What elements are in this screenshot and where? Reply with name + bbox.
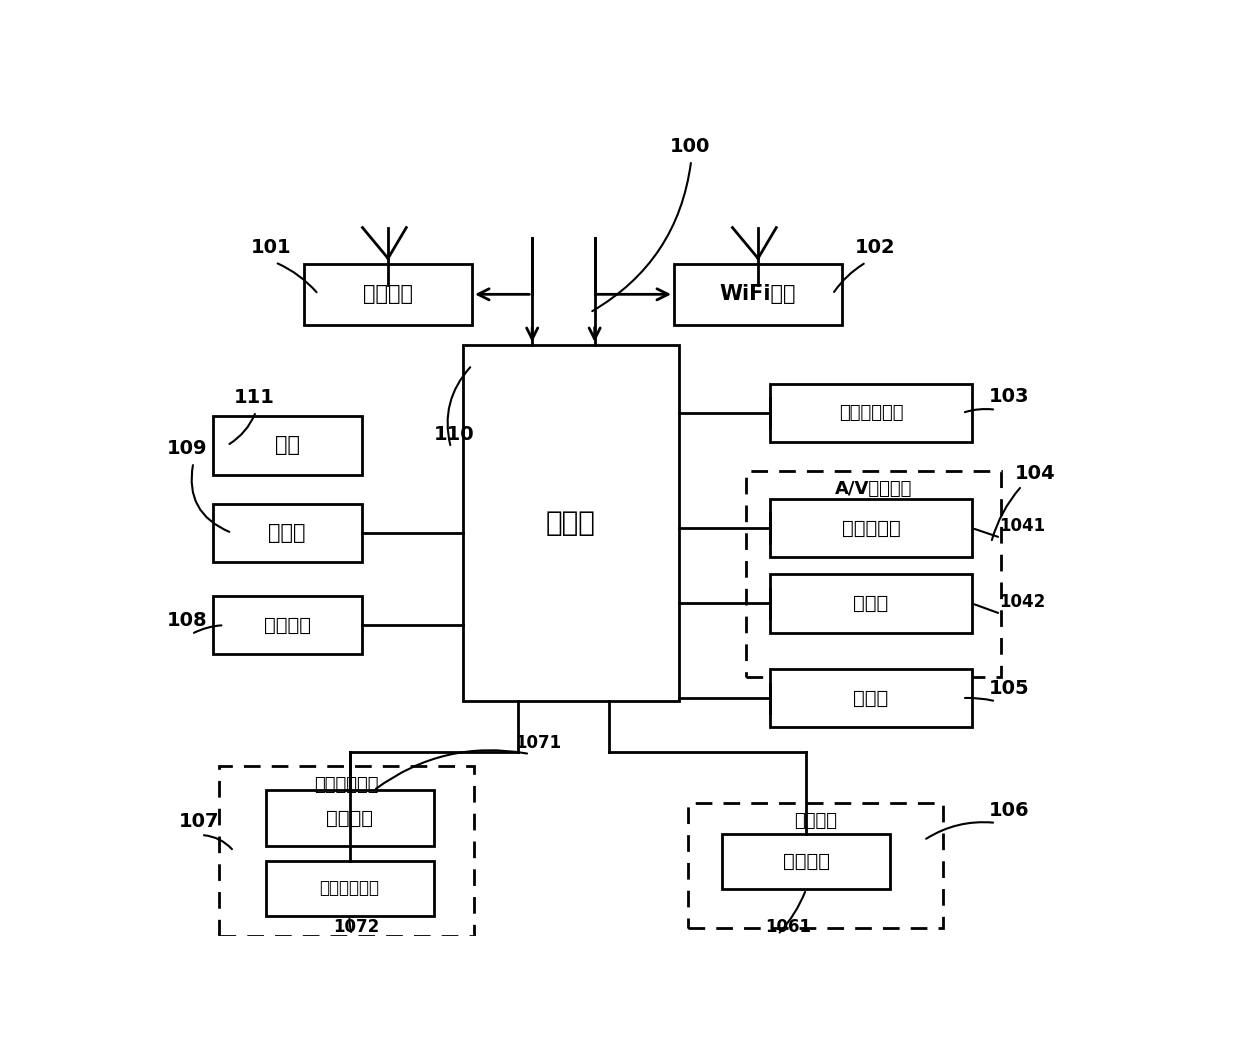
Bar bbox=[213, 504, 362, 562]
Bar bbox=[722, 834, 890, 889]
Bar bbox=[675, 264, 842, 325]
Text: A/V输入单元: A/V输入单元 bbox=[835, 480, 913, 499]
Bar bbox=[770, 499, 972, 558]
Text: 显示面板: 显示面板 bbox=[782, 852, 830, 871]
Bar bbox=[213, 596, 362, 654]
Bar bbox=[265, 790, 434, 846]
Text: 处理器: 处理器 bbox=[546, 509, 595, 538]
Text: 用户输入单元: 用户输入单元 bbox=[315, 776, 379, 794]
Text: 1061: 1061 bbox=[765, 918, 811, 936]
Text: 109: 109 bbox=[166, 440, 207, 459]
Text: 102: 102 bbox=[854, 239, 895, 258]
Text: 1071: 1071 bbox=[516, 733, 562, 751]
Bar bbox=[746, 470, 1001, 677]
Bar bbox=[463, 345, 678, 702]
Text: 麦克风: 麦克风 bbox=[853, 593, 889, 613]
Bar bbox=[770, 384, 972, 442]
Text: 111: 111 bbox=[234, 388, 275, 407]
Bar bbox=[219, 766, 474, 936]
Text: 100: 100 bbox=[670, 137, 711, 156]
Text: 其他输入设备: 其他输入设备 bbox=[320, 879, 379, 897]
Text: 106: 106 bbox=[990, 802, 1029, 821]
Text: 传感器: 传感器 bbox=[853, 689, 889, 708]
Text: 1042: 1042 bbox=[998, 592, 1045, 610]
Text: 显示单元: 显示单元 bbox=[794, 812, 837, 830]
Text: 104: 104 bbox=[1016, 464, 1055, 483]
Text: WiFi模块: WiFi模块 bbox=[719, 284, 796, 304]
Text: 1041: 1041 bbox=[998, 517, 1045, 534]
Bar bbox=[304, 264, 472, 325]
Text: 108: 108 bbox=[166, 611, 207, 630]
Text: 1072: 1072 bbox=[332, 918, 379, 936]
Text: 图形处理器: 图形处理器 bbox=[842, 519, 900, 538]
Bar bbox=[770, 669, 972, 727]
Text: 电源: 电源 bbox=[274, 436, 300, 456]
Text: 101: 101 bbox=[250, 239, 291, 258]
Text: 音频输出单元: 音频输出单元 bbox=[838, 404, 903, 422]
Bar bbox=[770, 574, 972, 632]
Text: 射频单元: 射频单元 bbox=[363, 284, 413, 304]
Text: 接口单元: 接口单元 bbox=[264, 615, 311, 634]
Bar bbox=[688, 803, 942, 928]
Text: 触控面板: 触控面板 bbox=[326, 809, 373, 828]
Bar bbox=[213, 417, 362, 474]
Bar bbox=[265, 861, 434, 916]
Text: 110: 110 bbox=[434, 425, 475, 444]
Text: 105: 105 bbox=[990, 680, 1029, 699]
Text: 103: 103 bbox=[990, 387, 1029, 406]
Text: 107: 107 bbox=[179, 812, 219, 831]
Text: 存储器: 存储器 bbox=[268, 523, 306, 543]
